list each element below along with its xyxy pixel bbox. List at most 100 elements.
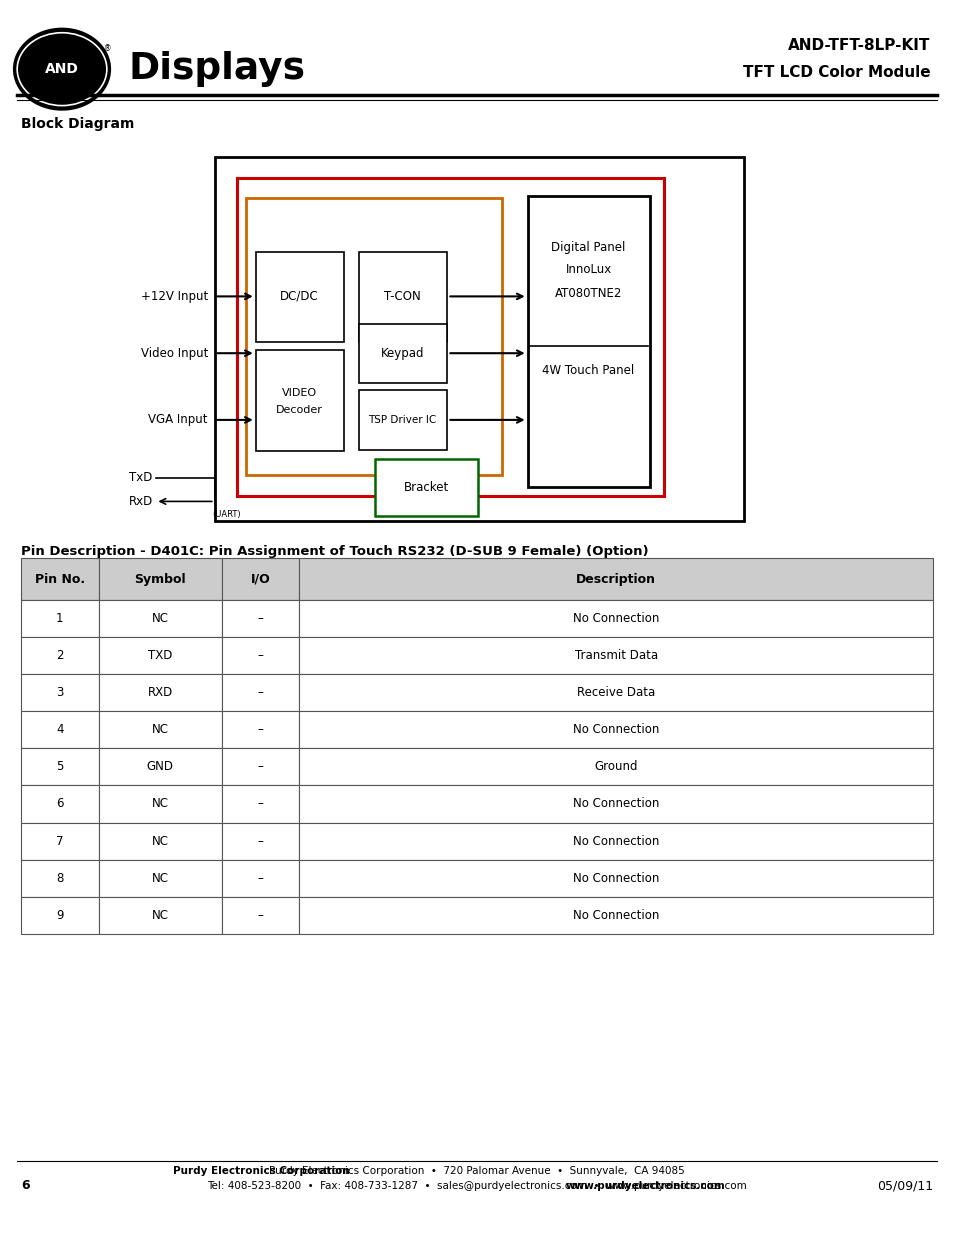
Text: TxD: TxD xyxy=(129,472,152,484)
Text: 4W Touch Panel: 4W Touch Panel xyxy=(542,364,634,377)
Text: Bracket: Bracket xyxy=(403,482,449,494)
Text: Purdy Electronics Corporation: Purdy Electronics Corporation xyxy=(172,1166,350,1176)
Bar xyxy=(299,637,932,674)
Bar xyxy=(98,748,221,785)
Bar xyxy=(98,897,221,934)
Text: Pin No.: Pin No. xyxy=(34,573,85,585)
Text: 1: 1 xyxy=(56,613,64,625)
Text: VIDEO: VIDEO xyxy=(282,388,316,398)
Text: 6: 6 xyxy=(56,798,64,810)
Bar xyxy=(299,897,932,934)
Text: –: – xyxy=(257,650,263,662)
Bar xyxy=(221,674,299,711)
Text: No Connection: No Connection xyxy=(573,613,659,625)
Bar xyxy=(299,748,932,785)
Text: 5: 5 xyxy=(56,761,63,773)
Text: I/O: I/O xyxy=(251,573,270,585)
Bar xyxy=(299,711,932,748)
Text: –: – xyxy=(257,835,263,847)
Text: 9: 9 xyxy=(56,909,64,921)
Bar xyxy=(299,600,932,637)
Bar xyxy=(21,558,98,600)
Text: 2: 2 xyxy=(56,650,64,662)
Text: 05/09/11: 05/09/11 xyxy=(876,1179,932,1192)
Text: 6: 6 xyxy=(21,1179,30,1192)
Text: No Connection: No Connection xyxy=(573,724,659,736)
Text: TXD: TXD xyxy=(148,650,172,662)
Bar xyxy=(221,711,299,748)
Bar xyxy=(221,860,299,897)
Bar xyxy=(21,897,98,934)
Bar xyxy=(98,637,221,674)
Text: 7: 7 xyxy=(56,835,64,847)
Text: NC: NC xyxy=(152,798,169,810)
Bar xyxy=(299,785,932,823)
Bar xyxy=(375,459,477,516)
Text: www.purdyelectronics.com: www.purdyelectronics.com xyxy=(565,1181,725,1191)
Text: 8: 8 xyxy=(56,872,63,884)
Bar xyxy=(299,674,932,711)
Text: Decoder: Decoder xyxy=(275,405,323,415)
Bar xyxy=(255,350,344,451)
Text: Pin Description - D401C: Pin Assignment of Touch RS232 (D-SUB 9 Female) (Option): Pin Description - D401C: Pin Assignment … xyxy=(21,545,648,558)
Text: +12V Input: +12V Input xyxy=(141,290,208,303)
Text: AT080TNE2: AT080TNE2 xyxy=(555,288,621,300)
Text: NC: NC xyxy=(152,909,169,921)
Text: No Connection: No Connection xyxy=(573,909,659,921)
Text: –: – xyxy=(257,724,263,736)
Bar xyxy=(221,748,299,785)
Text: Keypad: Keypad xyxy=(380,347,424,359)
Bar xyxy=(21,748,98,785)
Bar xyxy=(299,823,932,860)
Bar xyxy=(527,196,649,487)
Text: Tel: 408-523-8200  •  Fax: 408-733-1287  •  sales@purdyelectronics.com  •  www.p: Tel: 408-523-8200 • Fax: 408-733-1287 • … xyxy=(207,1181,746,1191)
Text: RXD: RXD xyxy=(148,687,172,699)
Bar xyxy=(98,860,221,897)
Bar xyxy=(255,252,344,342)
Text: –: – xyxy=(257,909,263,921)
Bar xyxy=(98,558,221,600)
Bar xyxy=(358,324,447,383)
Text: 3: 3 xyxy=(56,687,63,699)
Bar xyxy=(299,860,932,897)
Bar xyxy=(221,637,299,674)
Bar xyxy=(221,558,299,600)
Bar xyxy=(358,390,447,450)
Bar xyxy=(246,198,501,475)
Bar xyxy=(98,711,221,748)
Bar xyxy=(221,600,299,637)
Bar xyxy=(21,785,98,823)
Text: –: – xyxy=(257,761,263,773)
Bar xyxy=(21,674,98,711)
Text: NC: NC xyxy=(152,613,169,625)
Text: TFT LCD Color Module: TFT LCD Color Module xyxy=(741,65,929,80)
Bar xyxy=(98,785,221,823)
Text: 4: 4 xyxy=(56,724,64,736)
Text: NC: NC xyxy=(152,724,169,736)
Text: No Connection: No Connection xyxy=(573,835,659,847)
Text: Symbol: Symbol xyxy=(134,573,186,585)
Text: –: – xyxy=(257,798,263,810)
Text: Digital Panel: Digital Panel xyxy=(551,241,625,253)
Text: T-CON: T-CON xyxy=(384,290,420,303)
Text: Description: Description xyxy=(576,573,656,585)
Text: AND-TFT-8LP-KIT: AND-TFT-8LP-KIT xyxy=(787,38,929,53)
Text: –: – xyxy=(257,872,263,884)
Bar xyxy=(236,178,663,496)
Text: NC: NC xyxy=(152,835,169,847)
Text: VGA Input: VGA Input xyxy=(149,414,208,426)
Text: TSP Driver IC: TSP Driver IC xyxy=(368,415,436,425)
Text: NC: NC xyxy=(152,872,169,884)
Text: GND: GND xyxy=(147,761,173,773)
Text: Receive Data: Receive Data xyxy=(577,687,655,699)
Bar xyxy=(21,823,98,860)
Text: No Connection: No Connection xyxy=(573,798,659,810)
Text: InnoLux: InnoLux xyxy=(565,263,611,275)
Bar xyxy=(299,558,932,600)
Text: Displays: Displays xyxy=(129,51,306,88)
Text: Transmit Data: Transmit Data xyxy=(574,650,657,662)
Bar xyxy=(214,157,743,521)
Bar xyxy=(221,897,299,934)
Text: RxD: RxD xyxy=(129,495,152,508)
Text: –: – xyxy=(257,613,263,625)
